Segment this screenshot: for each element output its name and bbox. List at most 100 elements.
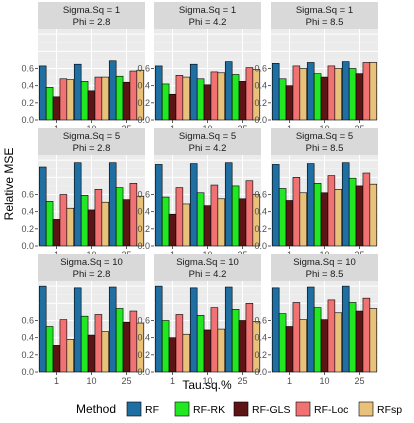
bar-rf: [154, 285, 163, 373]
y-tick-label: 0.6: [254, 63, 267, 73]
bar-rf: [189, 63, 198, 121]
bar-rf-rk: [278, 313, 287, 373]
bar-rfsp: [252, 69, 261, 121]
y-tick-label: 0.4: [137, 81, 150, 91]
bar-rf-gls: [285, 200, 294, 247]
y-tick-label: 0.2: [137, 350, 150, 360]
y-tick-label: 0.0: [137, 115, 150, 125]
y-tick-label: 0.0: [21, 367, 34, 377]
bar-rf-gls: [168, 337, 177, 373]
bar-rf: [108, 286, 117, 373]
facet-strip: [154, 2, 261, 29]
bar-rf: [38, 65, 47, 121]
bar-rf: [73, 162, 82, 247]
x-tick-label: 10: [319, 376, 329, 386]
bar-rf-rk: [196, 192, 205, 247]
axis-titles: Relative MSE Tau.sq.%: [2, 148, 232, 392]
bar-rf: [306, 163, 315, 247]
bar-rf: [306, 62, 315, 121]
facet-strip-label: Phi = 8.5: [306, 17, 344, 28]
x-tick-label: 25: [121, 376, 131, 386]
bar-rf-loc: [59, 194, 68, 247]
facet-strip: [38, 2, 145, 29]
bar-rfsp: [369, 183, 378, 247]
bar-rfsp: [217, 328, 226, 373]
bar-rfsp: [299, 319, 308, 373]
y-tick-label: 0.4: [137, 207, 150, 217]
legend-key-rf-gls: [233, 401, 249, 417]
facet-strip-label: Phi = 2.8: [73, 17, 111, 28]
bar-rfsp: [136, 69, 145, 121]
bar-rf-rk: [115, 75, 124, 121]
bar-rf-loc: [245, 67, 254, 121]
y-tick-label: 0.2: [254, 350, 267, 360]
facet-strip-label: Sigma.Sq = 5: [179, 131, 236, 142]
bar-rf-gls: [320, 192, 329, 247]
facet-strip: [271, 254, 378, 281]
bar-rf: [224, 162, 233, 247]
bar-rfsp: [299, 68, 308, 121]
legend-label: RF: [145, 404, 159, 416]
bar-rf-loc: [292, 177, 301, 247]
bar-rf: [224, 61, 233, 121]
bar-rf-loc: [129, 183, 138, 247]
x-tick-label: 10: [202, 376, 212, 386]
facet-strip: [38, 254, 145, 281]
facet-strip: [271, 2, 378, 29]
bar-rfsp: [101, 201, 110, 247]
bar-rfsp: [182, 76, 191, 121]
facet-strip-label: Sigma.Sq = 5: [296, 131, 353, 142]
facet-strip-label: Sigma.Sq = 5: [63, 131, 120, 142]
bar-rf: [38, 285, 47, 373]
bar-rf-rk: [161, 320, 170, 373]
y-tick-label: 0.6: [21, 315, 34, 325]
bar-rf-loc: [175, 75, 184, 121]
bar-rf-rk: [348, 68, 357, 121]
y-tick-label: 0.6: [137, 315, 150, 325]
bar-rf-gls: [52, 345, 61, 373]
bar-rf-gls: [168, 93, 177, 121]
bar-rf-loc: [175, 187, 184, 247]
bar-rfsp: [136, 195, 145, 247]
bar-rf: [154, 164, 163, 247]
facet-strip-label: Phi = 4.2: [189, 143, 227, 154]
bar-rfsp: [369, 308, 378, 373]
bar-rf: [271, 63, 280, 121]
facet-strip-label: Phi = 2.8: [73, 143, 111, 154]
y-tick-label: 0.0: [137, 367, 150, 377]
bar-rf: [189, 163, 198, 247]
bar-rf-loc: [362, 297, 371, 373]
bar-rf-gls: [355, 73, 364, 121]
bar-rfsp: [299, 192, 308, 247]
bar-rf-gls: [238, 198, 247, 247]
legend-label: RF-RK: [193, 404, 225, 416]
bar-rf-loc: [292, 65, 301, 121]
bar-rf-rk: [196, 78, 205, 121]
legend-key-rf-rk: [174, 401, 190, 417]
bar-rf-rk: [313, 183, 322, 247]
bar-rfsp: [101, 76, 110, 121]
y-tick-label: 0.0: [254, 367, 267, 377]
bar-rf-rk: [313, 73, 322, 121]
bar-rf-loc: [245, 303, 254, 373]
bar-rf: [341, 61, 350, 121]
bar-rf: [271, 287, 280, 373]
bar-rfsp: [334, 189, 343, 247]
bar-rfsp: [217, 72, 226, 121]
y-tick-label: 0.6: [254, 189, 267, 199]
bar-rf: [108, 60, 117, 121]
bar-rf: [189, 287, 198, 373]
bar-rf-rk: [231, 185, 240, 247]
facet-strip-label: Sigma.Sq = 1: [296, 5, 353, 16]
bar-rf-loc: [327, 65, 336, 121]
bar-rf-gls: [203, 84, 212, 121]
bar-rf-rk: [45, 87, 54, 121]
bar-rf: [341, 162, 350, 247]
facet-strip: [154, 254, 261, 281]
facet-strip-label: Sigma.Sq = 1: [63, 5, 120, 16]
bar-rf-rk: [80, 315, 89, 373]
x-tick-label: 10: [86, 376, 96, 386]
legend: Method RF RF-RK RF-GLS RF-Loc RFsp: [76, 401, 402, 417]
